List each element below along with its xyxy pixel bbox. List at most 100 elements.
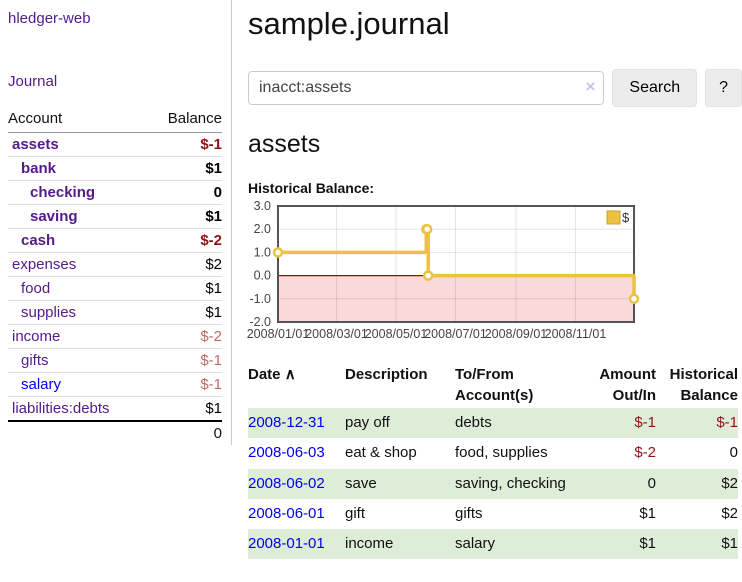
transaction-amount: $-2 bbox=[634, 444, 656, 462]
account-link-salary[interactable]: salary bbox=[21, 376, 62, 393]
account-link-saving[interactable]: saving bbox=[30, 208, 78, 225]
account-balance: $-1 bbox=[147, 348, 222, 373]
account-balance: $-2 bbox=[147, 324, 222, 349]
search-input[interactable] bbox=[248, 71, 605, 105]
register-table: Date ∧ Description To/From Account(s) Am… bbox=[248, 362, 738, 560]
account-balance: $1 bbox=[147, 276, 222, 301]
accounts-grand-total: 0 bbox=[147, 420, 222, 445]
account-balance: $-1 bbox=[147, 132, 222, 157]
transaction-accounts: gifts bbox=[455, 504, 483, 522]
x-axis-tick-label: 2008/01/01 bbox=[247, 327, 310, 341]
register-header-row: Date ∧ Description To/From Account(s) Am… bbox=[248, 362, 738, 408]
app-layout: hledger-web Journal Account Balance asse… bbox=[8, 0, 742, 560]
transaction-description: eat & shop bbox=[345, 444, 417, 462]
account-balance: $-1 bbox=[147, 372, 222, 397]
transaction-accounts: salary bbox=[455, 535, 496, 552]
transaction-description: income bbox=[345, 535, 394, 552]
account-row: checking 0 bbox=[8, 180, 222, 205]
transaction-amount: $1 bbox=[639, 535, 656, 552]
account-balance: $1 bbox=[147, 204, 222, 229]
y-axis-tick-label: 1.0 bbox=[254, 245, 271, 259]
svg-text:$: $ bbox=[622, 210, 630, 225]
date-column-sort-header[interactable]: Date ∧ bbox=[248, 362, 345, 408]
chart-title: Historical Balance: bbox=[248, 180, 375, 196]
register-row: 2008-01-01 income salary $1 $1 bbox=[248, 529, 738, 560]
clear-search-icon[interactable]: × bbox=[585, 77, 596, 96]
register-row: 2008-12-31 pay off debts $-1 $-1 bbox=[248, 408, 738, 439]
transaction-description: gift bbox=[345, 504, 366, 522]
account-row: assets $-1 bbox=[8, 132, 222, 157]
transaction-amount: $1 bbox=[639, 504, 656, 522]
accounts-total-row: 0 bbox=[8, 420, 222, 445]
transaction-amount: $-1 bbox=[634, 414, 656, 431]
transaction-description: pay off bbox=[345, 414, 390, 431]
account-balance: $1 bbox=[147, 300, 222, 325]
tofrom-column-header: To/From Account(s) bbox=[455, 366, 534, 404]
account-balance: 0 bbox=[147, 180, 222, 205]
x-axis-tick-label: 2008/07/01 bbox=[424, 327, 487, 341]
x-axis-tick-label: 2008/11/01 bbox=[545, 327, 607, 341]
account-row: expenses $2 bbox=[8, 252, 222, 277]
account-link-expenses[interactable]: expenses bbox=[12, 256, 77, 273]
search-form: × Search ? bbox=[248, 69, 742, 107]
transaction-date-link[interactable]: 2008-01-01 bbox=[248, 535, 325, 552]
transaction-date-link[interactable]: 2008-06-01 bbox=[248, 504, 325, 522]
transaction-accounts: debts bbox=[455, 414, 492, 431]
account-row: cash $-2 bbox=[8, 228, 222, 253]
account-link-liabilities-debts[interactable]: liabilities:debts bbox=[12, 400, 110, 417]
x-axis-tick-label: 2008/05/01 bbox=[365, 327, 428, 341]
transaction-running-balance: $1 bbox=[721, 535, 738, 552]
balance-chart-svg: $3.0 2.0 1.0 0.0 -1.0 -2.02008/01/012008/03/0… bbox=[247, 199, 640, 341]
x-axis-tick-label: 2008/09/01 bbox=[485, 327, 548, 341]
balance-column-header: Balance bbox=[147, 107, 222, 133]
balance-column-header-register: Historical Balance bbox=[669, 366, 738, 404]
accounts-header-row: Account Balance bbox=[8, 107, 222, 133]
page-title: sample.journal bbox=[248, 6, 450, 41]
account-link-bank[interactable]: bank bbox=[21, 160, 57, 177]
account-link-checking[interactable]: checking bbox=[30, 184, 96, 201]
date-column-label: Date bbox=[248, 366, 281, 383]
y-axis-tick-label: -1.0 bbox=[249, 292, 271, 306]
transaction-amount: 0 bbox=[647, 474, 656, 492]
amount-column-header: Amount Out/In bbox=[599, 366, 656, 404]
transaction-date-link[interactable]: 2008-06-03 bbox=[248, 444, 325, 462]
x-axis-tick-label: 2008/03/01 bbox=[305, 327, 368, 341]
transaction-date-link[interactable]: 2008-06-02 bbox=[248, 474, 325, 492]
account-balance: $2 bbox=[147, 252, 222, 277]
account-row: liabilities:debts $1 bbox=[8, 397, 222, 422]
account-link-food[interactable]: food bbox=[21, 280, 51, 297]
nav-journal-link[interactable]: Journal bbox=[8, 73, 58, 90]
transaction-description: save bbox=[345, 474, 377, 492]
transaction-accounts: food, supplies bbox=[455, 444, 548, 462]
transaction-date-link[interactable]: 2008-12-31 bbox=[248, 414, 325, 431]
account-balance: $-2 bbox=[147, 228, 222, 253]
account-link-cash[interactable]: cash bbox=[21, 232, 56, 249]
account-row: supplies $1 bbox=[8, 300, 222, 325]
account-row: gifts $-1 bbox=[8, 348, 222, 373]
search-button[interactable]: Search bbox=[612, 69, 698, 107]
main-content: sample.journal × Search ? assets Histori… bbox=[232, 0, 742, 560]
historical-balance-chart: $3.0 2.0 1.0 0.0 -1.0 -2.0 2008/01/01 2008/03/0… bbox=[247, 199, 648, 346]
register-row: 2008-06-02 save saving, checking 0 $2 bbox=[248, 468, 738, 499]
y-axis-tick-label: -2.0 bbox=[249, 315, 271, 329]
account-link-income[interactable]: income bbox=[12, 328, 61, 345]
account-link-gifts[interactable]: gifts bbox=[21, 352, 49, 369]
account-row: bank $1 bbox=[8, 156, 222, 181]
account-link-assets[interactable]: assets bbox=[12, 136, 59, 153]
description-column-header: Description bbox=[345, 366, 428, 383]
transaction-running-balance: 0 bbox=[729, 444, 738, 462]
brand-link[interactable]: hledger-web bbox=[8, 10, 91, 27]
account-balance: $1 bbox=[147, 156, 222, 181]
register-row: 2008-06-01 gift gifts $1 $2 bbox=[248, 499, 738, 529]
account-row: saving $1 bbox=[8, 204, 222, 229]
account-link-supplies[interactable]: supplies bbox=[21, 304, 77, 321]
sort-ascending-icon: ∧ bbox=[284, 366, 296, 383]
y-axis-tick-label: 0.0 bbox=[254, 269, 271, 283]
chart-legend: $ bbox=[606, 210, 630, 225]
help-button[interactable]: ? bbox=[705, 69, 742, 107]
account-row: food $1 bbox=[8, 276, 222, 301]
account-balance: $1 bbox=[205, 400, 222, 417]
account-column-header: Account bbox=[8, 107, 148, 133]
transaction-running-balance: $2 bbox=[721, 474, 738, 492]
account-heading: assets bbox=[248, 130, 321, 158]
